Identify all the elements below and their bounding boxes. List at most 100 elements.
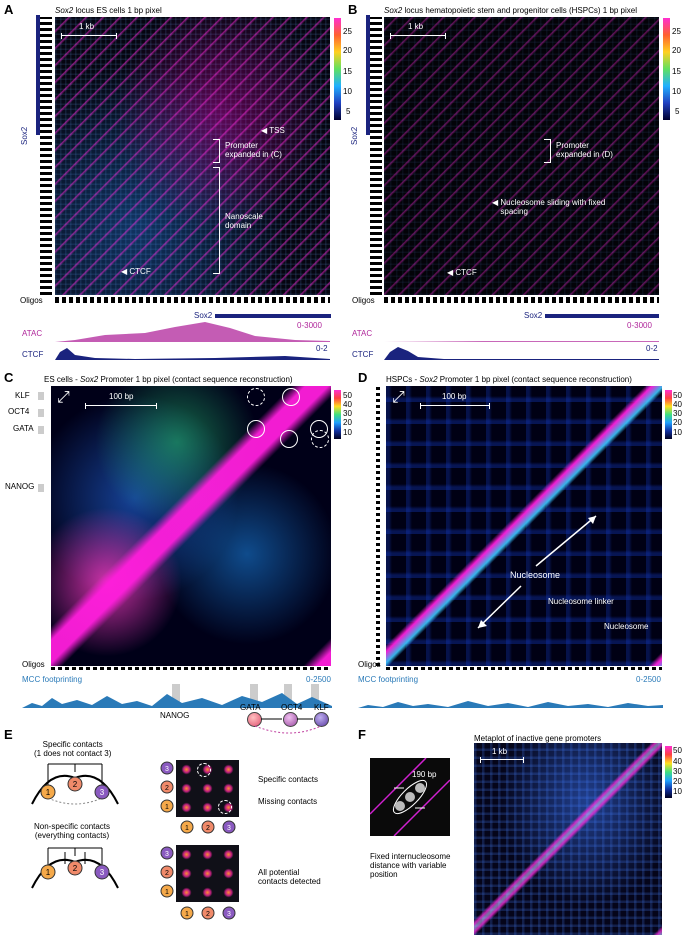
svg-text:1: 1 xyxy=(185,825,189,832)
svg-text:2: 2 xyxy=(206,825,210,832)
panel-b-cbar-tick: 5 xyxy=(675,107,680,116)
panel-d-oligos-vertical xyxy=(376,386,380,666)
panel-c-mcc-label: MCC footprinting xyxy=(22,675,83,684)
panel-b-ctcf-range: 0-2 xyxy=(646,344,658,353)
panel-b-atac-range: 0-3000 xyxy=(627,321,652,330)
panel-a-promoter-label: Promoter expanded in (C) xyxy=(225,141,282,159)
panel-d-cbar-tick: 10 xyxy=(673,428,682,437)
panel-b-sox2-gene-horizontal xyxy=(545,314,659,318)
panel-f-inset-label: 190 bp xyxy=(412,770,437,779)
panel-b-cbar-tick: 25 xyxy=(672,27,681,36)
svg-text:2: 2 xyxy=(73,780,78,789)
panel-a-cbar-tick: 25 xyxy=(343,27,352,36)
svg-text:2: 2 xyxy=(73,864,78,873)
panel-b-letter: B xyxy=(348,2,358,17)
panel-f-cbar-tick: 20 xyxy=(673,777,682,786)
panel-c-tf-label-gata: GATA xyxy=(13,424,34,433)
panel-d-nucleosome-label-2: Nucleosome xyxy=(604,622,649,631)
panel-a-sox2-vertical-label: Sox2 xyxy=(20,126,29,145)
panel-c-circle-gata-dashed xyxy=(311,430,329,448)
panel-f-colorbar xyxy=(665,746,672,798)
panel-a-sox2-label: Sox2 xyxy=(194,311,213,320)
panel-c-tf-marker xyxy=(38,484,44,492)
panel-f-inset: 190 bp xyxy=(370,758,450,836)
panel-b-scalebar xyxy=(390,33,446,39)
panel-f-caption: Fixed internucleosome distance with vari… xyxy=(370,852,451,879)
panel-d-oligos-horizontal xyxy=(386,667,662,670)
panel-b-ctcf-track-label: CTCF xyxy=(352,350,374,359)
panel-d-expand-icon: ⤢ xyxy=(392,389,405,406)
panel-e-specific-label: Specific contacts xyxy=(258,775,319,784)
panel-a-oligos-vertical xyxy=(40,17,52,295)
panel-b-promoter-label: Promoter expanded in (D) xyxy=(556,141,613,159)
panel-a-heatmap: 1 kb ◀ TSS Promoter expanded in (C) Nano… xyxy=(55,17,330,295)
panel-d-title: HSPCs - Sox2 Promoter 1 bp pixel (contac… xyxy=(386,375,632,384)
panel-d-mcc-range: 0-2500 xyxy=(636,675,661,684)
panel-c-tf-label-nanog: NANOG xyxy=(5,482,35,491)
panel-d-mcc-label: MCC footprinting xyxy=(358,675,419,684)
panel-a-oligos-label: Oligos xyxy=(20,296,43,305)
svg-text:1: 1 xyxy=(46,788,51,797)
panel-f-inset-drawing xyxy=(370,758,450,836)
svg-text:1: 1 xyxy=(46,868,51,877)
panel-d-letter: D xyxy=(358,370,368,385)
svg-text:3: 3 xyxy=(227,911,231,918)
panel-d-cbar-tick: 40 xyxy=(673,400,682,409)
panel-b-scale-label: 1 kb xyxy=(408,22,424,31)
panel-e-nonspecific-title: Non-specific contacts (everything contac… xyxy=(34,822,111,840)
panel-b-atac-track xyxy=(384,341,659,342)
panel-d-oligos-label: Oligos xyxy=(358,660,381,669)
panel-e-matrix-missing-circle xyxy=(197,763,211,777)
panel-b-promoter-bracket xyxy=(544,139,551,163)
panel-f-metaplot: 1 kb xyxy=(474,743,662,935)
panel-a-atac-track xyxy=(55,322,330,342)
panel-b-sox2-gene-vertical xyxy=(366,15,370,135)
panel-c-circle-oct4-a xyxy=(247,420,265,438)
panel-a-colorbar xyxy=(334,18,341,120)
panel-c-cbar-tick: 40 xyxy=(343,400,352,409)
panel-e-matrix-missing-circle xyxy=(218,800,232,814)
panel-f-scalebar xyxy=(480,757,524,763)
panel-c-circle-klf-dashed xyxy=(247,388,265,406)
svg-text:2: 2 xyxy=(206,911,210,918)
panel-e-letter: E xyxy=(4,727,13,742)
panel-d-arrows xyxy=(477,515,597,629)
panel-b-ctcf-label: ◀ CTCF xyxy=(447,268,477,277)
panel-d-heatmap: 100 bp ⤢ Nucleosome Nucleosome linker Nu… xyxy=(386,386,662,666)
panel-a-cbar-tick: 10 xyxy=(343,87,352,96)
panel-b-sliding-label: ◀ Nucleosome sliding with fixed spacing xyxy=(492,198,606,216)
panel-c-node-links xyxy=(255,718,322,734)
panel-f-cbar-tick: 10 xyxy=(673,787,682,796)
panel-c-scale-label: 100 bp xyxy=(109,392,134,401)
panel-a-ctcf-range: 0-2 xyxy=(316,344,328,353)
panel-a-ctcf-label: ◀ CTCF xyxy=(121,267,151,276)
panel-c-oligos-horizontal xyxy=(51,667,331,670)
panel-c-circle-gata xyxy=(280,430,298,448)
svg-text:3: 3 xyxy=(100,868,105,877)
panel-d-scalebar xyxy=(420,403,490,409)
panel-b-cbar-tick: 20 xyxy=(672,46,681,55)
panel-c-circle-klf xyxy=(282,388,300,406)
svg-text:3: 3 xyxy=(100,788,105,797)
panel-a-sox2-gene-horizontal xyxy=(215,314,331,318)
panel-b-cbar-tick: 15 xyxy=(672,67,681,76)
svg-text:2: 2 xyxy=(165,870,169,877)
panel-c-scalebar xyxy=(85,403,157,409)
panel-d-nucleosome-label-1: Nucleosome xyxy=(510,570,561,580)
panel-b-title: Sox2 locus hematopoietic stem and progen… xyxy=(384,6,638,15)
panel-b-atac-label: ATAC xyxy=(352,329,373,338)
panel-a-domain-label: Nanoscale domain xyxy=(225,212,263,230)
panel-c-bottom-nanog: NANOG xyxy=(160,711,190,720)
panel-a-ctcf-track-label: CTCF xyxy=(22,350,44,359)
panel-a-cbar-tick: 20 xyxy=(343,46,352,55)
panel-b-cbar-tick: 10 xyxy=(672,87,681,96)
panel-c-title: ES cells - Sox2 Promoter 1 bp pixel (con… xyxy=(44,375,293,384)
svg-text:2: 2 xyxy=(165,785,169,792)
panel-b-oligos-horizontal xyxy=(384,297,659,303)
svg-text:1: 1 xyxy=(165,889,169,896)
panel-b-sox2-vertical-label: Sox2 xyxy=(350,126,359,145)
panel-d-linker-label: Nucleosome linker xyxy=(548,597,614,606)
panel-a-ctcf-track xyxy=(55,348,330,360)
panel-d-cbar-tick: 30 xyxy=(673,409,682,418)
panel-c-cbar-tick: 20 xyxy=(343,418,352,427)
